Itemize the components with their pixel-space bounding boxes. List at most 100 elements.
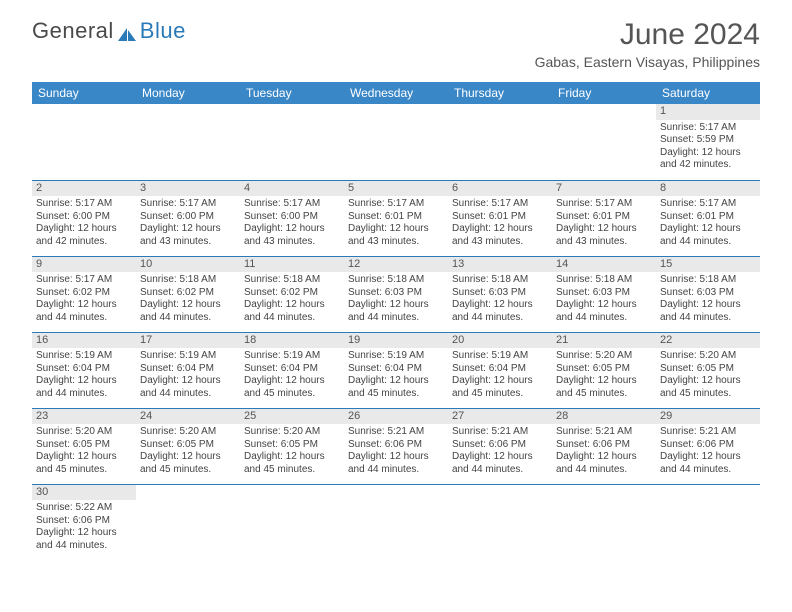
daylight-line: Daylight: 12 hours and 43 minutes. — [140, 223, 236, 248]
day-number: 4 — [240, 181, 344, 197]
daylight-line: Daylight: 12 hours and 45 minutes. — [452, 375, 548, 400]
sunrise-line: Sunrise: 5:20 AM — [556, 350, 652, 363]
daylight-line: Daylight: 12 hours and 45 minutes. — [244, 451, 340, 476]
day-number: 30 — [32, 485, 136, 501]
day-number: 21 — [552, 333, 656, 349]
sunset-line: Sunset: 6:05 PM — [36, 439, 132, 452]
calendar-week-row: 16Sunrise: 5:19 AMSunset: 6:04 PMDayligh… — [32, 332, 760, 408]
day-number: 3 — [136, 181, 240, 197]
day-number: 7 — [552, 181, 656, 197]
day-cell: 2Sunrise: 5:17 AMSunset: 6:00 PMDaylight… — [32, 180, 136, 256]
day-cell: 12Sunrise: 5:18 AMSunset: 6:03 PMDayligh… — [344, 256, 448, 332]
sunrise-line: Sunrise: 5:21 AM — [556, 426, 652, 439]
day-number: 6 — [448, 181, 552, 197]
daylight-line: Daylight: 12 hours and 45 minutes. — [36, 451, 132, 476]
day-cell: 15Sunrise: 5:18 AMSunset: 6:03 PMDayligh… — [656, 256, 760, 332]
daylight-line: Daylight: 12 hours and 44 minutes. — [452, 299, 548, 324]
weekday-header: Tuesday — [240, 82, 344, 104]
page-header: General Blue June 2024 Gabas, Eastern Vi… — [0, 0, 792, 76]
daylight-line: Daylight: 12 hours and 44 minutes. — [452, 451, 548, 476]
sunrise-line: Sunrise: 5:17 AM — [36, 198, 132, 211]
day-cell: 1Sunrise: 5:17 AMSunset: 5:59 PMDaylight… — [656, 104, 760, 180]
day-number: 14 — [552, 257, 656, 273]
daylight-line: Daylight: 12 hours and 42 minutes. — [660, 147, 756, 172]
sunset-line: Sunset: 6:05 PM — [244, 439, 340, 452]
daylight-line: Daylight: 12 hours and 44 minutes. — [660, 451, 756, 476]
sunrise-line: Sunrise: 5:18 AM — [140, 274, 236, 287]
sail-icon — [116, 23, 138, 39]
empty-day-cell — [136, 104, 240, 180]
day-number: 13 — [448, 257, 552, 273]
day-cell: 10Sunrise: 5:18 AMSunset: 6:02 PMDayligh… — [136, 256, 240, 332]
empty-day-cell — [32, 104, 136, 180]
day-cell: 23Sunrise: 5:20 AMSunset: 6:05 PMDayligh… — [32, 408, 136, 484]
sunset-line: Sunset: 6:04 PM — [452, 363, 548, 376]
day-number: 1 — [656, 104, 760, 120]
sunrise-line: Sunrise: 5:17 AM — [660, 198, 756, 211]
weekday-header: Saturday — [656, 82, 760, 104]
day-cell: 28Sunrise: 5:21 AMSunset: 6:06 PMDayligh… — [552, 408, 656, 484]
empty-day-cell — [240, 484, 344, 555]
month-title: June 2024 — [535, 18, 760, 52]
brand-logo: General Blue — [32, 18, 186, 44]
empty-day-cell — [552, 484, 656, 555]
daylight-line: Daylight: 12 hours and 43 minutes. — [452, 223, 548, 248]
sunset-line: Sunset: 6:01 PM — [452, 211, 548, 224]
daylight-line: Daylight: 12 hours and 44 minutes. — [556, 451, 652, 476]
daylight-line: Daylight: 12 hours and 44 minutes. — [140, 299, 236, 324]
sunrise-line: Sunrise: 5:21 AM — [348, 426, 444, 439]
daylight-line: Daylight: 12 hours and 45 minutes. — [140, 451, 236, 476]
sunrise-line: Sunrise: 5:22 AM — [36, 502, 132, 515]
weekday-header: Wednesday — [344, 82, 448, 104]
sunset-line: Sunset: 6:03 PM — [660, 287, 756, 300]
empty-day-cell — [448, 484, 552, 555]
sunset-line: Sunset: 6:02 PM — [140, 287, 236, 300]
day-number: 20 — [448, 333, 552, 349]
day-number: 17 — [136, 333, 240, 349]
sunrise-line: Sunrise: 5:19 AM — [36, 350, 132, 363]
daylight-line: Daylight: 12 hours and 44 minutes. — [348, 299, 444, 324]
sunrise-line: Sunrise: 5:17 AM — [556, 198, 652, 211]
weekday-header: Monday — [136, 82, 240, 104]
daylight-line: Daylight: 12 hours and 43 minutes. — [556, 223, 652, 248]
sunset-line: Sunset: 6:02 PM — [244, 287, 340, 300]
day-cell: 16Sunrise: 5:19 AMSunset: 6:04 PMDayligh… — [32, 332, 136, 408]
day-number: 8 — [656, 181, 760, 197]
day-number: 29 — [656, 409, 760, 425]
sunset-line: Sunset: 6:04 PM — [348, 363, 444, 376]
sunrise-line: Sunrise: 5:21 AM — [452, 426, 548, 439]
daylight-line: Daylight: 12 hours and 44 minutes. — [36, 375, 132, 400]
calendar-week-row: 30Sunrise: 5:22 AMSunset: 6:06 PMDayligh… — [32, 484, 760, 555]
day-cell: 14Sunrise: 5:18 AMSunset: 6:03 PMDayligh… — [552, 256, 656, 332]
day-cell: 4Sunrise: 5:17 AMSunset: 6:00 PMDaylight… — [240, 180, 344, 256]
sunrise-line: Sunrise: 5:17 AM — [660, 122, 756, 135]
sunset-line: Sunset: 6:00 PM — [36, 211, 132, 224]
weekday-header-row: SundayMondayTuesdayWednesdayThursdayFrid… — [32, 82, 760, 104]
daylight-line: Daylight: 12 hours and 45 minutes. — [660, 375, 756, 400]
sunset-line: Sunset: 6:03 PM — [452, 287, 548, 300]
sunrise-line: Sunrise: 5:20 AM — [244, 426, 340, 439]
day-cell: 9Sunrise: 5:17 AMSunset: 6:02 PMDaylight… — [32, 256, 136, 332]
sunset-line: Sunset: 6:05 PM — [660, 363, 756, 376]
daylight-line: Daylight: 12 hours and 44 minutes. — [244, 299, 340, 324]
calendar-week-row: 23Sunrise: 5:20 AMSunset: 6:05 PMDayligh… — [32, 408, 760, 484]
sunrise-line: Sunrise: 5:17 AM — [452, 198, 548, 211]
empty-day-cell — [240, 104, 344, 180]
day-number: 9 — [32, 257, 136, 273]
empty-day-cell — [136, 484, 240, 555]
sunset-line: Sunset: 6:00 PM — [244, 211, 340, 224]
empty-day-cell — [344, 484, 448, 555]
day-number: 16 — [32, 333, 136, 349]
day-cell: 7Sunrise: 5:17 AMSunset: 6:01 PMDaylight… — [552, 180, 656, 256]
sunrise-line: Sunrise: 5:21 AM — [660, 426, 756, 439]
day-cell: 20Sunrise: 5:19 AMSunset: 6:04 PMDayligh… — [448, 332, 552, 408]
empty-day-cell — [552, 104, 656, 180]
day-number: 25 — [240, 409, 344, 425]
sunset-line: Sunset: 6:06 PM — [556, 439, 652, 452]
day-cell: 18Sunrise: 5:19 AMSunset: 6:04 PMDayligh… — [240, 332, 344, 408]
day-cell: 19Sunrise: 5:19 AMSunset: 6:04 PMDayligh… — [344, 332, 448, 408]
sunrise-line: Sunrise: 5:17 AM — [36, 274, 132, 287]
day-cell: 13Sunrise: 5:18 AMSunset: 6:03 PMDayligh… — [448, 256, 552, 332]
sunset-line: Sunset: 6:03 PM — [556, 287, 652, 300]
day-number: 26 — [344, 409, 448, 425]
